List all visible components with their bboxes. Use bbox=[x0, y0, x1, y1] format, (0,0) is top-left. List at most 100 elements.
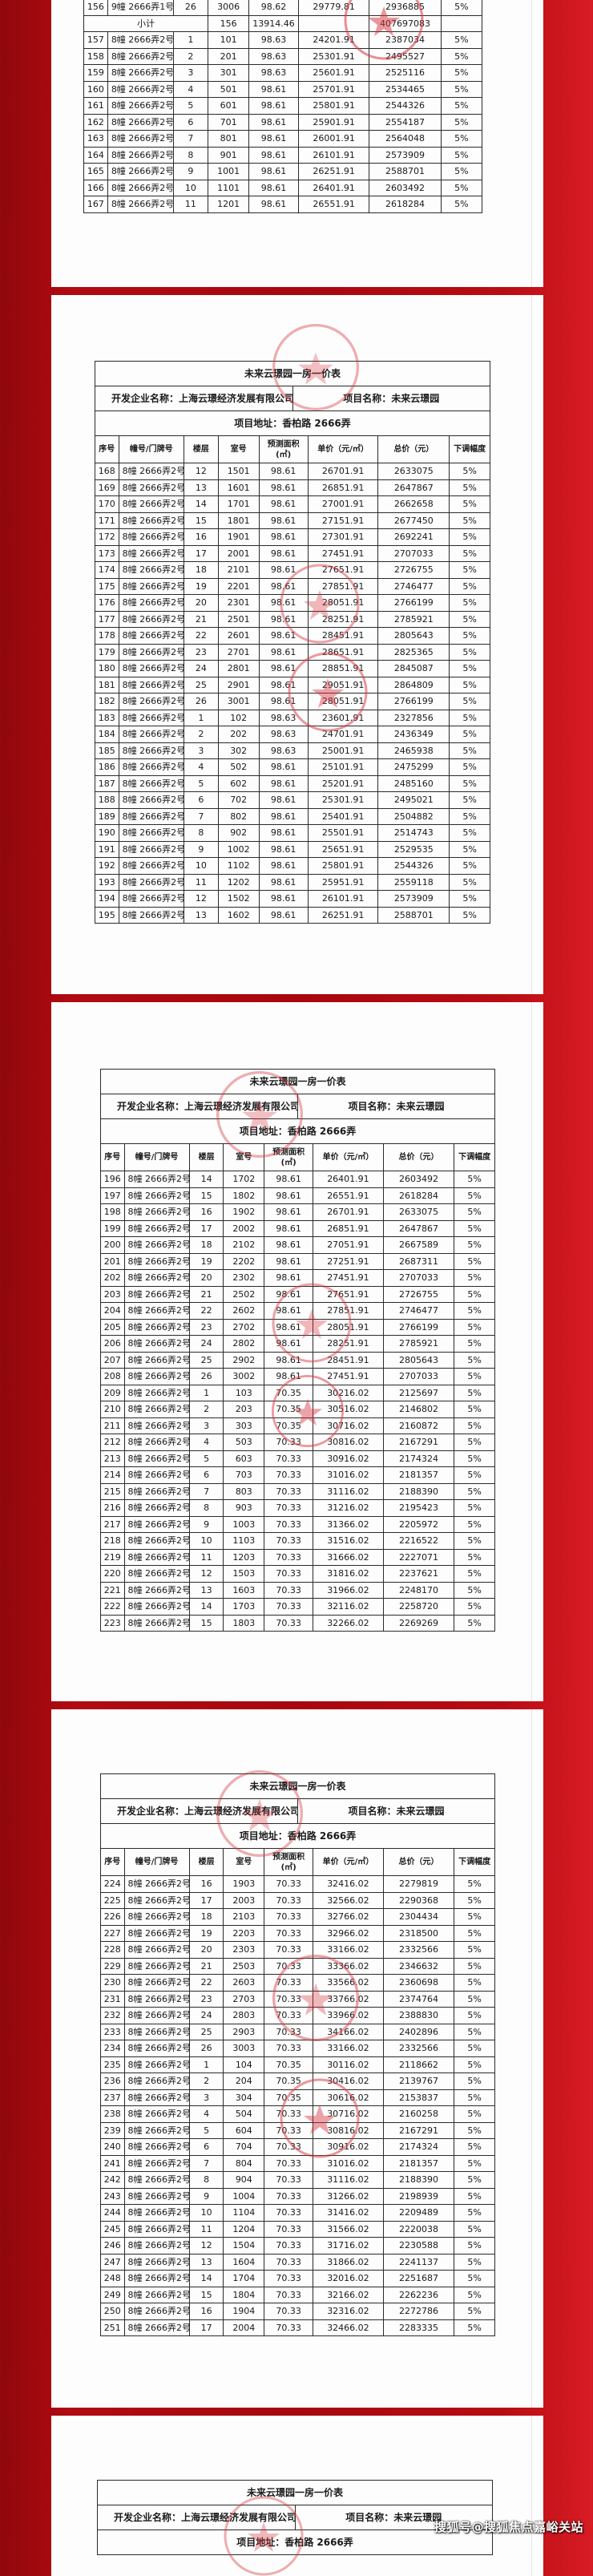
cell-building-unit: 8幢 2666弄2号 bbox=[123, 1532, 190, 1550]
cell-discount: 5% bbox=[440, 179, 483, 196]
cell-floor: 26 bbox=[188, 1368, 224, 1385]
cell-room-number: 2002 bbox=[223, 1219, 265, 1237]
cell-area: 98.61 bbox=[258, 479, 309, 496]
table-row: 228 8幢 2666弄2号 20 2303 70.33 33166.02 2332566 5… bbox=[100, 1941, 495, 1959]
cell-floor: 4 bbox=[188, 1434, 224, 1451]
cell-total-price: 2766199 bbox=[377, 693, 450, 710]
cell-unit-price: 30916.02 bbox=[313, 1450, 384, 1467]
cell-building-unit: 8幢 2666弄2号 bbox=[107, 80, 174, 98]
cell-area: 70.33 bbox=[264, 2286, 314, 2303]
cell-building-unit: 8幢 2666弄2号 bbox=[123, 1351, 190, 1369]
cell-discount: 5% bbox=[449, 824, 490, 842]
cell-unit-price: 26701.91 bbox=[307, 463, 379, 480]
cell-floor: 22 bbox=[188, 1302, 224, 1320]
cell-building-unit: 8幢 2666弄2号 bbox=[107, 64, 174, 82]
cell-room-number: 901 bbox=[208, 146, 250, 164]
cell-area: 70.33 bbox=[264, 2023, 314, 2040]
column-header-text: 下调幅度 bbox=[458, 1153, 491, 1162]
cell-floor: 12 bbox=[188, 2237, 224, 2255]
cell-total-price: 2258720 bbox=[382, 1598, 455, 1616]
cell-row-number: 158 bbox=[83, 47, 108, 65]
cell-room-number: 703 bbox=[223, 1466, 265, 1484]
cell-floor: 10 bbox=[188, 2204, 224, 2222]
cell-area: 98.61 bbox=[248, 80, 299, 98]
cell-room-number: 203 bbox=[223, 1401, 265, 1418]
cell-total-price: 2573909 bbox=[377, 890, 450, 908]
cell-building-unit: 8幢 2666弄2号 bbox=[118, 758, 184, 776]
cell-discount: 5% bbox=[440, 31, 483, 49]
cell-discount: 5% bbox=[449, 577, 490, 595]
cell-unit-price: 26551.91 bbox=[297, 196, 370, 213]
column-header-area: 预测面积 (㎡) bbox=[258, 435, 309, 463]
project-name: 项目名称：未来云璟园 bbox=[294, 2505, 493, 2530]
cell-total-price: 2304434 bbox=[382, 1908, 455, 1926]
cell-row-number: 178 bbox=[95, 627, 119, 645]
cell-building-unit: 8幢 2666弄2号 bbox=[118, 906, 184, 924]
cell-total-price: 2272786 bbox=[382, 2303, 455, 2320]
cell-area: 70.33 bbox=[264, 1891, 314, 1909]
cell-unit-price: 26001.91 bbox=[297, 130, 370, 148]
cell-row-number: 225 bbox=[100, 1891, 125, 1909]
column-header-unit-price: 单价（元/㎡） bbox=[313, 1848, 384, 1876]
table-row: 221 8幢 2666弄2号 13 1603 70.33 31966.02 2248170 5… bbox=[100, 1581, 495, 1599]
cell-total-price: 2707033 bbox=[382, 1368, 455, 1385]
cell-total-price: 2220038 bbox=[382, 2220, 455, 2238]
cell-room-number: 2202 bbox=[223, 1252, 265, 1270]
cell-discount: 5% bbox=[449, 791, 490, 809]
cell-room-number: 2101 bbox=[217, 561, 260, 579]
cell-row-number: 197 bbox=[100, 1187, 125, 1204]
cell-unit-price: 30616.02 bbox=[313, 2089, 384, 2106]
cell-row-number: 215 bbox=[100, 1482, 125, 1500]
cell-area: 70.33 bbox=[264, 1565, 314, 1583]
table-row: 219 8幢 2666弄2号 11 1203 70.33 31666.02 2227071 5… bbox=[100, 1548, 495, 1566]
cell-total-price: 2167291 bbox=[382, 2121, 455, 2139]
column-header-floor: 楼层 bbox=[188, 1848, 224, 1876]
cell-unit-price: 31416.02 bbox=[313, 2204, 384, 2222]
cell-room-number: 602 bbox=[217, 774, 260, 792]
table-row: 239 8幢 2666弄2号 5 604 70.33 30816.02 2167291 5% bbox=[100, 2121, 495, 2139]
cell-total-price: 2174324 bbox=[382, 1450, 455, 1467]
cell-total-price: 2283335 bbox=[382, 2319, 455, 2336]
cell-unit-price: 28051.91 bbox=[307, 594, 379, 612]
cell-unit-price: 27451.91 bbox=[307, 544, 379, 562]
cell-room-number: 1702 bbox=[223, 1171, 265, 1188]
cell-floor: 8 bbox=[172, 146, 209, 164]
cell-row-number: 169 bbox=[95, 479, 119, 496]
cell-area: 70.33 bbox=[264, 2303, 314, 2320]
cell-floor: 2 bbox=[188, 1401, 224, 1418]
cell-floor: 26 bbox=[172, 0, 209, 16]
cell-area: 70.33 bbox=[264, 1434, 314, 1451]
column-header-unit-price: 单价（元/㎡） bbox=[313, 1143, 384, 1171]
cell-unit-price: 31516.02 bbox=[313, 1532, 384, 1550]
cell-floor: 13 bbox=[188, 2253, 224, 2271]
cell-floor: 6 bbox=[188, 1466, 224, 1484]
table-row: 212 8幢 2666弄2号 4 503 70.33 30816.02 2167291 5% bbox=[100, 1434, 495, 1451]
cell-total-price: 2332566 bbox=[382, 2040, 455, 2057]
cell-room-number: 2501 bbox=[217, 610, 260, 628]
cell-total-price: 2251687 bbox=[382, 2270, 455, 2287]
cell-room-number: 3006 bbox=[208, 0, 250, 16]
cell-total-price: 2360698 bbox=[382, 1974, 455, 1992]
cell-building-unit: 8幢 2666弄2号 bbox=[118, 627, 184, 645]
column-header-text: 幢号/门牌号 bbox=[135, 1153, 179, 1162]
cell-row-number: 241 bbox=[100, 2154, 125, 2172]
table-row: 250 8幢 2666弄2号 16 1904 70.33 32316.02 2272786 5… bbox=[100, 2303, 495, 2320]
cell-row-number: 231 bbox=[100, 1990, 125, 2008]
cell-building-unit: 8幢 2666弄2号 bbox=[123, 1565, 190, 1583]
cell-unit-price: 27851.91 bbox=[307, 577, 379, 595]
cell-unit-price: 32116.02 bbox=[313, 1598, 384, 1616]
table-row: 185 8幢 2666弄2号 3 302 98.63 25001.91 2465938 5% bbox=[95, 742, 490, 759]
cell-room-number: 1903 bbox=[223, 1875, 265, 1893]
cell-total-price: 2514743 bbox=[377, 824, 450, 842]
cell-building-unit: 8幢 2666弄2号 bbox=[123, 1269, 190, 1287]
cell-total-price: 2766199 bbox=[377, 594, 450, 612]
table-row: 220 8幢 2666弄2号 12 1503 70.33 31816.02 2237621 5… bbox=[100, 1565, 495, 1583]
cell-room-number: 1001 bbox=[208, 163, 250, 180]
cell-room-number: 2503 bbox=[223, 1957, 265, 1975]
cell-discount: 5% bbox=[449, 463, 490, 480]
cell-floor: 16 bbox=[188, 2303, 224, 2320]
table-row: 171 8幢 2666弄2号 15 1801 98.61 27151.91 2677450 5… bbox=[95, 512, 490, 529]
cell-discount: 5% bbox=[454, 1581, 495, 1599]
table-row: 190 8幢 2666弄2号 8 902 98.61 25501.91 2514743 5% bbox=[95, 824, 490, 842]
cell-building-unit: 8幢 2666弄2号 bbox=[123, 2253, 190, 2271]
